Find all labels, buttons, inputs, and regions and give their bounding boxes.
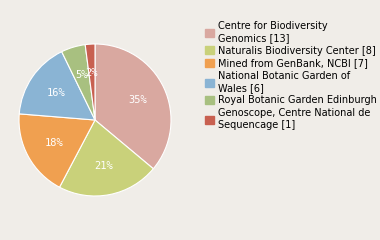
Wedge shape — [95, 44, 171, 169]
Wedge shape — [19, 114, 95, 187]
Text: 21%: 21% — [95, 161, 114, 171]
Text: 18%: 18% — [44, 138, 63, 148]
Wedge shape — [62, 45, 95, 120]
Text: 35%: 35% — [128, 95, 147, 105]
Text: 2%: 2% — [86, 68, 98, 78]
Wedge shape — [60, 120, 153, 196]
Legend: Centre for Biodiversity
Genomics [13], Naturalis Biodiversity Center [8], Mined : Centre for Biodiversity Genomics [13], N… — [204, 20, 380, 131]
Text: 16%: 16% — [47, 88, 65, 98]
Text: 5%: 5% — [75, 70, 88, 80]
Wedge shape — [85, 44, 95, 120]
Wedge shape — [19, 52, 95, 120]
